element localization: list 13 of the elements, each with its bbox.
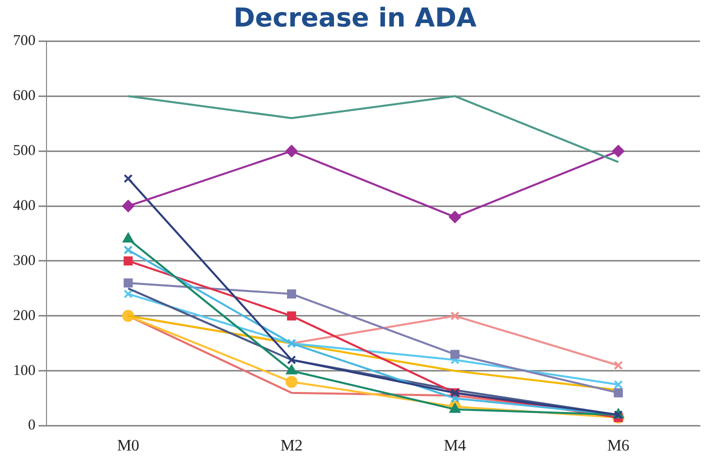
- x-tick-label: M2: [280, 438, 303, 455]
- y-tick-label: 700: [13, 33, 36, 50]
- y-tick-label: 500: [13, 143, 36, 160]
- y-tick-label: 300: [13, 252, 36, 269]
- chart-title: Decrease in ADA: [233, 3, 477, 34]
- x-tick-label: M6: [607, 438, 630, 455]
- y-tick-label: 0: [28, 418, 36, 434]
- y-tick-label: 200: [13, 308, 36, 324]
- y-tick-label: 400: [13, 198, 36, 214]
- y-tick-label: 100: [13, 362, 36, 379]
- x-tick-label: M4: [444, 438, 466, 455]
- y-tick-label: 600: [13, 88, 36, 104]
- x-tick-label: M0: [117, 438, 140, 455]
